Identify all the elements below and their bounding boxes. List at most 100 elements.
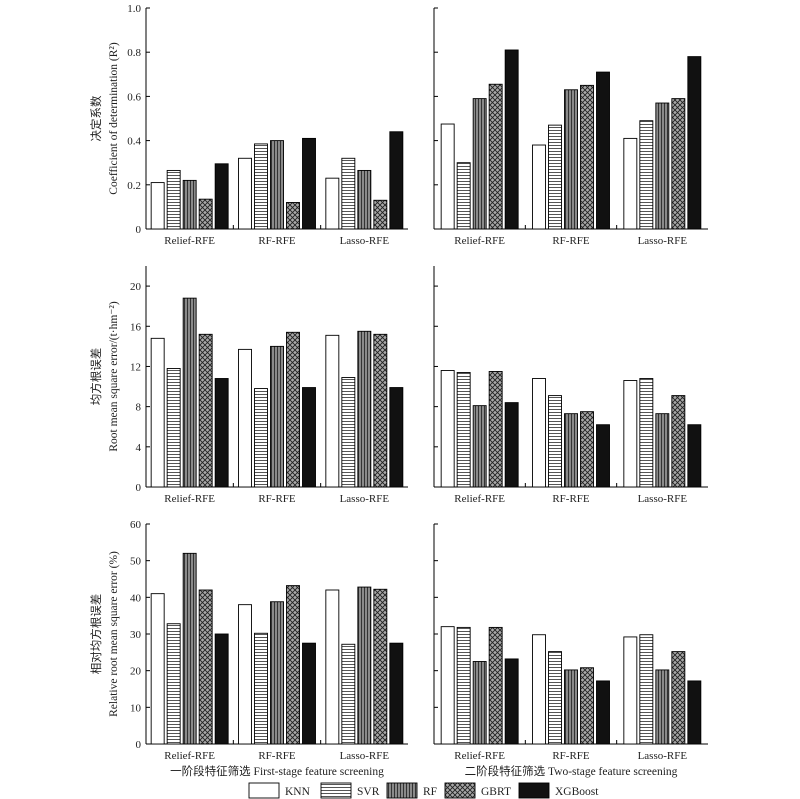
bar-gbrt-relief-rfe: [198, 333, 213, 488]
bar-xgboost-lasso-rfe: [389, 642, 404, 745]
legend-label: SVR: [357, 786, 380, 798]
bar-gbrt-rf-rfe: [286, 202, 300, 230]
y-tick-label: 0.4: [127, 136, 141, 148]
bar-rf-rf-rfe: [270, 601, 284, 745]
bar-svr-lasso-rfe: [341, 157, 356, 230]
x-group-label: RF-RFE: [552, 750, 590, 762]
panel-rmse-second: Relief-RFE RF-RFE Lasso-RFE: [433, 266, 708, 505]
bar-svr-rf-rfe: [254, 632, 268, 745]
legend: KNN SVR RF GBRT XGBoost: [248, 782, 599, 799]
bar-svr-relief-rfe: [456, 372, 471, 488]
x-group-label: RF-RFE: [258, 493, 296, 505]
bar-rf-rf-rfe: [270, 140, 284, 230]
bar-knn-rf-rfe: [238, 604, 252, 745]
bar-xgboost-rf-rfe: [596, 680, 610, 745]
bar-xgboost-rf-rfe: [302, 387, 316, 488]
y-tick-label: 0: [136, 224, 142, 236]
x-group-label: Lasso-RFE: [638, 750, 688, 762]
column-caption: 二阶段特征筛选 Two-stage feature screening: [465, 764, 678, 778]
bar-xgboost-relief-rfe: [504, 658, 519, 745]
bar-xgboost-rf-rfe: [596, 424, 610, 488]
bar-knn-rf-rfe: [532, 144, 546, 230]
bar-rf-relief-rfe: [472, 661, 487, 745]
bar-gbrt-lasso-rfe: [373, 333, 388, 488]
bar-knn-lasso-rfe: [623, 636, 638, 745]
legend-item-svr: SVR: [320, 782, 380, 799]
x-group-label: Relief-RFE: [454, 750, 505, 762]
legend-item-xgboost: XGBoost: [518, 782, 599, 799]
x-group-label: Lasso-RFE: [340, 750, 390, 762]
bar-svr-relief-rfe: [166, 169, 181, 230]
legend-swatch: [248, 782, 280, 799]
y-tick-label: 16: [130, 321, 142, 333]
y-tick-label: 0.2: [127, 180, 141, 192]
x-group-label: Lasso-RFE: [638, 235, 688, 247]
legend-item-rf: RF: [386, 782, 437, 799]
bar-xgboost-relief-rfe: [214, 633, 229, 745]
y-axis-title-en: Root mean square error/(t·hm⁻²): [108, 301, 120, 452]
bar-rf-lasso-rfe: [655, 413, 670, 488]
panel-rrmse-second: Relief-RFE RF-RFE Lasso-RFE 二阶段特征筛选 Two-sta…: [433, 523, 708, 778]
x-group-label: RF-RFE: [258, 750, 296, 762]
x-group-label: Lasso-RFE: [638, 493, 688, 505]
bar-xgboost-lasso-rfe: [687, 424, 702, 488]
x-group-label: Lasso-RFE: [340, 493, 390, 505]
bar-gbrt-rf-rfe: [580, 84, 594, 230]
bar-xgboost-lasso-rfe: [687, 56, 702, 230]
legend-item-knn: KNN: [248, 782, 311, 799]
legend-label: KNN: [285, 786, 311, 798]
bar-gbrt-lasso-rfe: [373, 199, 388, 230]
y-tick-label: 1.0: [127, 3, 141, 15]
bar-gbrt-relief-rfe: [198, 198, 213, 230]
y-axis-title-en: Relative root mean square error (%): [108, 551, 120, 717]
bar-knn-lasso-rfe: [325, 177, 340, 230]
bar-svr-rf-rfe: [254, 143, 268, 230]
bar-rf-rf-rfe: [564, 669, 578, 745]
bar-xgboost-relief-rfe: [504, 49, 519, 230]
x-group-label: Relief-RFE: [454, 493, 505, 505]
bar-rf-relief-rfe: [472, 405, 487, 488]
bar-gbrt-rf-rfe: [286, 585, 300, 745]
bar-rf-relief-rfe: [182, 552, 197, 745]
bar-gbrt-lasso-rfe: [671, 98, 686, 230]
y-tick-label: 0: [136, 482, 142, 494]
y-tick-label: 20: [130, 666, 142, 678]
bar-svr-relief-rfe: [456, 626, 471, 745]
y-tick-label: 0: [136, 739, 142, 751]
bar-rf-lasso-rfe: [655, 102, 670, 230]
legend-label: RF: [423, 786, 437, 798]
bar-rf-lasso-rfe: [357, 330, 372, 488]
y-axis-title-cn: 相对均方根误差: [89, 594, 103, 675]
bar-knn-rf-rfe: [238, 348, 252, 488]
legend-swatch: [518, 782, 550, 799]
legend-label: GBRT: [481, 786, 511, 798]
x-group-label: Relief-RFE: [454, 235, 505, 247]
bar-xgboost-rf-rfe: [302, 137, 316, 230]
column-caption: 一阶段特征筛选 First-stage feature screening: [170, 764, 384, 778]
x-group-label: RF-RFE: [258, 235, 296, 247]
legend-swatch: [444, 782, 476, 799]
bar-svr-rf-rfe: [548, 124, 562, 230]
bar-svr-relief-rfe: [456, 162, 471, 230]
bar-xgboost-lasso-rfe: [687, 680, 702, 745]
bar-knn-lasso-rfe: [623, 380, 638, 488]
y-tick-label: 50: [130, 556, 142, 568]
y-tick-label: 60: [130, 519, 142, 531]
bar-svr-rf-rfe: [548, 395, 562, 488]
y-tick-label: 8: [136, 402, 142, 414]
legend-item-gbrt: GBRT: [444, 782, 511, 799]
x-group-label: RF-RFE: [552, 493, 590, 505]
y-axis-title-rmse: 均方根误差 Root mean square error/(t·hm⁻²): [89, 301, 120, 452]
x-group-label: RF-RFE: [552, 235, 590, 247]
bar-rf-lasso-rfe: [357, 169, 372, 230]
x-group-label: Lasso-RFE: [340, 235, 390, 247]
y-axis-title-cn: 决定系数: [89, 95, 103, 141]
x-group-label: Relief-RFE: [164, 750, 215, 762]
bar-knn-lasso-rfe: [325, 589, 340, 745]
panels-layer: 0 0.2 0.4 0.6 0.8 1.0 Relief-RFE RF-RFE Lasso-RF…: [89, 3, 708, 778]
panel-rmse-first: 0 4 8 12 16 20 Relief-RFE RF-RFE Lasso-RFE: [130, 266, 408, 505]
bar-gbrt-rf-rfe: [286, 331, 300, 488]
bar-rf-rf-rfe: [564, 89, 578, 230]
legend-swatch: [386, 782, 418, 799]
